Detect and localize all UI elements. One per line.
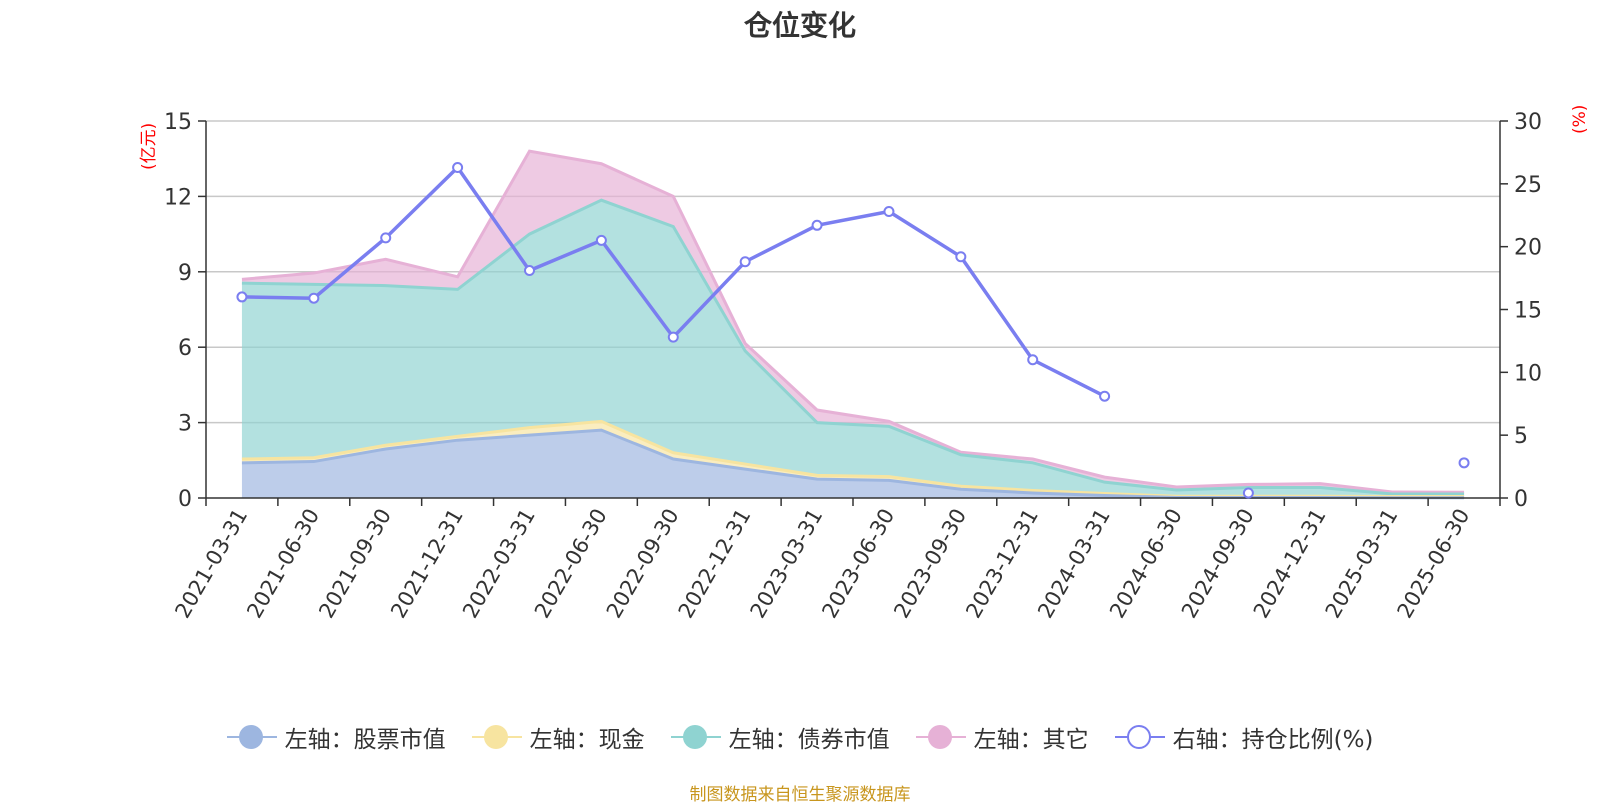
holding-ratio-point <box>380 232 392 244</box>
legend-label: 右轴：持仓比例(%) <box>1172 727 1374 753</box>
holding-ratio-point <box>955 251 967 263</box>
holding-ratio-point <box>452 161 464 173</box>
data-source-footer: 制图数据来自恒生聚源数据库 <box>689 785 911 805</box>
filled-circle-icon <box>471 723 522 751</box>
x-axis-tick-label: 2021-06-30 <box>242 505 324 623</box>
chart-title: 仓位变化 <box>743 9 856 42</box>
holding-ratio-point <box>524 265 535 277</box>
holding-ratio-point <box>236 291 248 303</box>
holding-ratio-point <box>595 234 607 246</box>
legend-label: 左轴：股票市值 <box>284 727 446 753</box>
legend-label: 左轴：现金 <box>529 727 645 753</box>
x-axis-tick-label: 2023-03-31 <box>746 505 828 623</box>
x-axis-tick-label: 2024-03-31 <box>1033 505 1115 623</box>
holding-ratio-point <box>1242 487 1254 499</box>
right-axis-tick-label: 10 <box>1514 361 1542 386</box>
legend-item[interactable]: 左轴：债券市值 <box>670 720 890 754</box>
filled-circle-icon <box>670 723 721 751</box>
left-axis-tick-label: 9 <box>178 261 192 286</box>
left-axis-tick-label: 12 <box>164 185 192 210</box>
filled-circle-icon <box>915 723 966 751</box>
x-axis-tick-label: 2022-03-31 <box>458 505 540 623</box>
x-axis-tick-label: 2023-12-31 <box>961 505 1043 623</box>
bond-value-area <box>241 200 1465 497</box>
left-axis-tick-label: 6 <box>178 336 192 361</box>
left-axis-tick-label: 3 <box>178 412 192 437</box>
stock-value-area <box>241 430 1465 498</box>
x-axis-tick-label: 2023-09-30 <box>889 504 971 622</box>
x-axis-tick-label: 2022-12-31 <box>674 505 756 623</box>
x-axis-tick-label: 2022-09-30 <box>602 505 684 623</box>
legend-item[interactable]: 右轴：持仓比例(%) <box>1114 720 1374 754</box>
legend-label: 左轴：债券市值 <box>728 727 890 753</box>
right-axis-tick-label: 15 <box>1514 299 1542 324</box>
x-axis-tick-label: 2023-06-30 <box>817 505 899 623</box>
legend-item[interactable]: 左轴：其它 <box>915 720 1089 754</box>
holding-ratio-point <box>1027 354 1039 366</box>
left-axis-tick-label: 0 <box>178 487 192 512</box>
hollow-circle-icon <box>1114 723 1165 751</box>
holding-ratio-point <box>1099 390 1111 402</box>
right-axis-tick-label: 0 <box>1514 487 1528 512</box>
holding-ratio-point <box>883 205 895 217</box>
chart-legend: 左轴：股票市值 左轴：现金 左轴：债券市值 左轴：其它 右轴：持仓比例(%) <box>0 720 1600 754</box>
other-area-edge <box>241 149 1465 494</box>
right-axis-tick-label: 25 <box>1514 173 1542 198</box>
legend-item[interactable]: 左轴：现金 <box>471 720 645 754</box>
x-axis-tick-label: 2024-12-31 <box>1249 505 1331 623</box>
legend-item[interactable]: 左轴：股票市值 <box>226 720 446 754</box>
x-axis-tick-label: 2021-12-31 <box>386 504 468 622</box>
x-axis-tick-label: 2021-09-30 <box>314 505 396 623</box>
holding-ratio-point <box>667 331 679 343</box>
holding-ratio-point <box>811 219 823 231</box>
right-axis-tick-label: 5 <box>1514 424 1528 449</box>
x-axis-tick-label: 2022-06-30 <box>530 505 612 623</box>
right-axis-tick-label: 30 <box>1514 110 1542 135</box>
x-axis-tick-label: 2024-06-30 <box>1105 505 1187 623</box>
right-axis-tick-label: 20 <box>1514 236 1542 261</box>
x-axis-tick-label: 2024-09-30 <box>1177 505 1259 623</box>
x-axis-tick-label: 2021-03-31 <box>170 505 252 623</box>
x-axis-tick-label: 2025-03-31 <box>1321 505 1403 623</box>
bond-value-area-edge <box>241 198 1465 496</box>
x-axis-tick-label: 2025-06-30 <box>1393 505 1475 623</box>
left-axis-tick-label: 15 <box>164 110 192 135</box>
filled-circle-icon <box>226 723 277 751</box>
holding-ratio-point <box>1458 457 1470 469</box>
legend-label: 左轴：其它 <box>973 727 1089 753</box>
holding-ratio-point <box>739 256 751 268</box>
holding-ratio-point <box>308 292 320 304</box>
